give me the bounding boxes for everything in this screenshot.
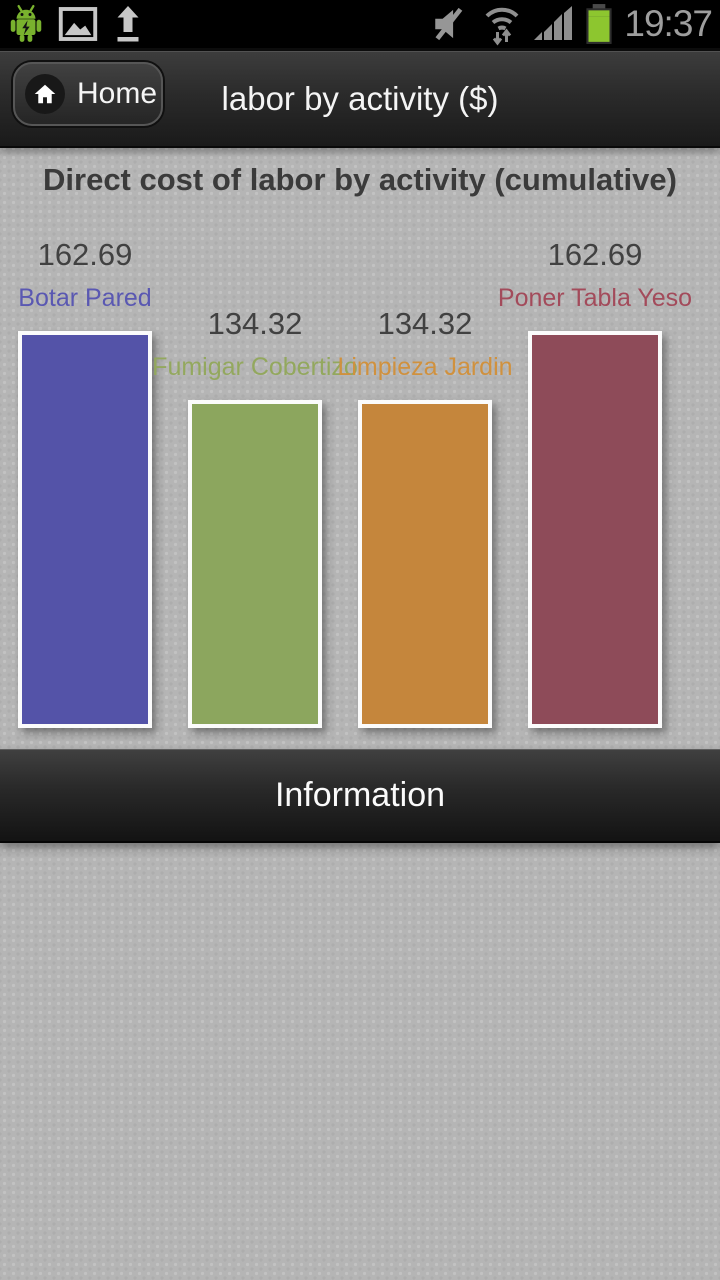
status-bar-clock: 19:37 [624, 3, 713, 44]
bar-category-label: Fumigar Cobertizo [152, 353, 358, 381]
bar-category-label: Limpieza Jardin [337, 353, 513, 381]
chart-title: Direct cost of labor by activity (cumula… [43, 162, 677, 197]
status-bar-left [0, 4, 144, 44]
information-button-label: Information [274, 776, 446, 814]
gallery-icon [58, 4, 98, 44]
status-bar-right: 19:37 [430, 0, 720, 48]
upload-icon [112, 4, 144, 44]
signal-strength-icon [532, 4, 576, 44]
bar-category-label: Botar Pared [18, 284, 152, 312]
bar [18, 331, 152, 728]
app-header: Home labor by activity ($) [0, 48, 720, 148]
information-button[interactable]: Information [0, 749, 720, 843]
home-icon [25, 74, 65, 114]
bar [188, 400, 322, 728]
home-button[interactable]: Home [13, 62, 163, 126]
bar-value-label: 162.69 [547, 237, 643, 272]
bar-category-label: Poner Tabla Yeso [497, 284, 693, 312]
bar-value-label: 134.32 [207, 306, 303, 341]
android-debug-icon [8, 4, 44, 44]
bar-value-label: 134.32 [377, 306, 473, 341]
mute-icon [430, 5, 472, 43]
home-button-label: Home [77, 77, 158, 110]
bar-value-label: 162.69 [37, 237, 133, 272]
status-bar: 19:37 [0, 0, 720, 48]
battery-icon [584, 3, 614, 45]
bar [528, 331, 662, 728]
bar [358, 400, 492, 728]
wifi-icon [480, 2, 524, 46]
